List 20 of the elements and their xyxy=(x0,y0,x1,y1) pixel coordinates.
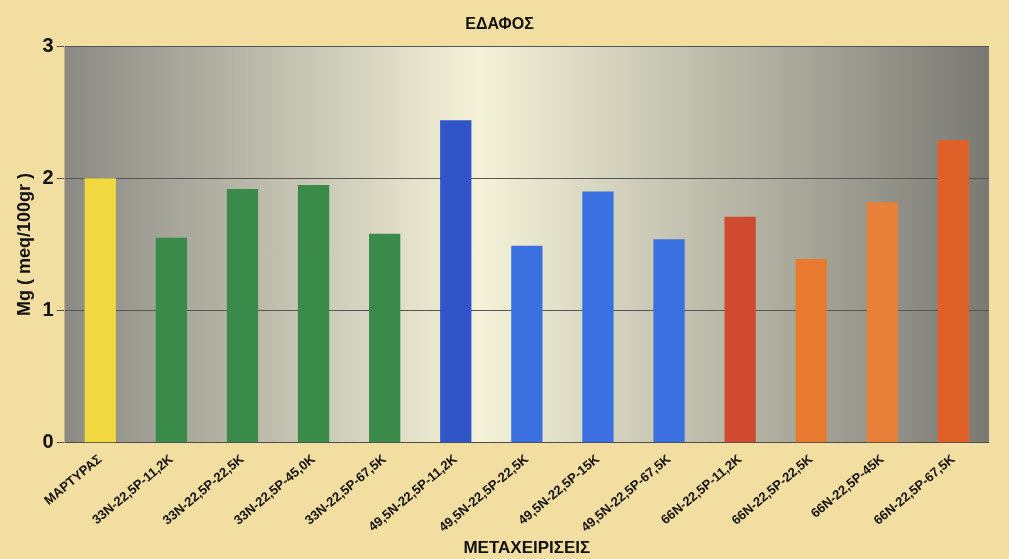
bar xyxy=(653,239,685,443)
bar xyxy=(795,258,827,443)
bar xyxy=(155,237,188,443)
bar xyxy=(297,184,330,443)
bar xyxy=(582,191,614,443)
x-axis-title: ΜΕΤΑΧΕΙΡΙΣΕΙΣ xyxy=(463,538,591,558)
y-axis-title: Mg ( meq/100gr ) xyxy=(13,172,34,316)
chart-title: ΕΔΑΦΟΣ xyxy=(465,15,535,33)
bar xyxy=(866,202,898,443)
bar xyxy=(724,216,756,443)
y-tick-label: 0 xyxy=(42,430,54,453)
bar xyxy=(511,245,543,443)
bar xyxy=(226,188,259,443)
bar xyxy=(369,233,401,443)
bar xyxy=(84,178,116,443)
y-tick-label: 1 xyxy=(42,298,54,321)
bar xyxy=(440,120,472,443)
y-tick-label: 2 xyxy=(42,165,54,188)
bar xyxy=(937,140,970,443)
y-tick-label: 3 xyxy=(42,33,54,56)
